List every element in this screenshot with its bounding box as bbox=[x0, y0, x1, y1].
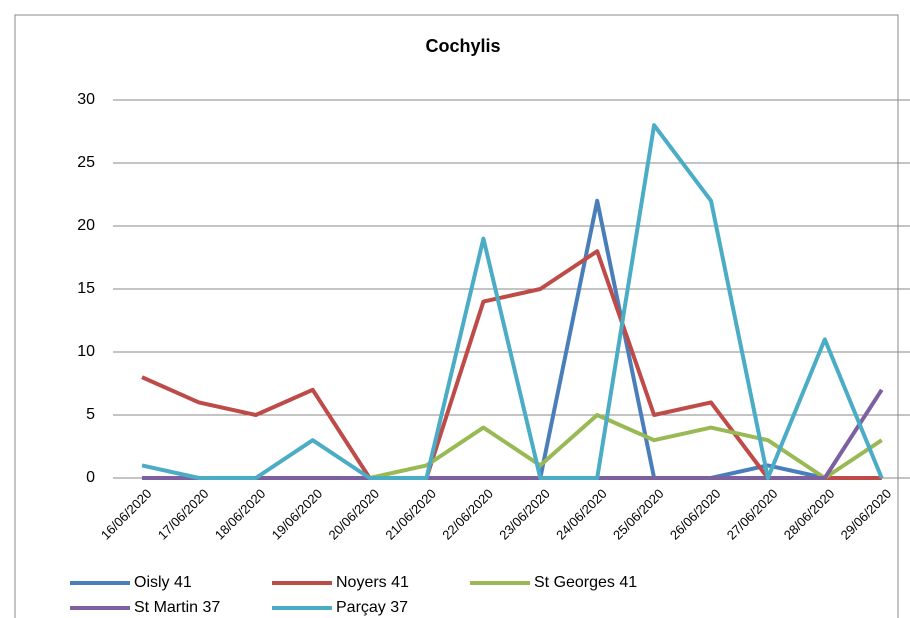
y-tick-label: 30 bbox=[77, 91, 95, 108]
y-tick-label: 20 bbox=[77, 217, 95, 234]
y-tick-label: 0 bbox=[86, 469, 95, 486]
x-tick-label: 25/06/2020 bbox=[610, 486, 667, 543]
legend-label: Parçay 37 bbox=[336, 599, 408, 616]
series-line bbox=[142, 388, 884, 480]
series-line bbox=[142, 198, 882, 480]
chart-frame bbox=[14, 14, 899, 618]
x-tick-label: 20/06/2020 bbox=[326, 486, 383, 543]
x-tick-label: 18/06/2020 bbox=[212, 486, 269, 543]
series-line bbox=[141, 123, 884, 480]
x-tick-label: 17/06/2020 bbox=[155, 486, 212, 543]
y-tick-label: 25 bbox=[77, 154, 95, 171]
chart-title: Cochylis bbox=[425, 36, 500, 56]
legend-label: Oisly 41 bbox=[134, 574, 192, 591]
y-tick-label: 15 bbox=[77, 280, 95, 297]
y-tick-label: 10 bbox=[77, 343, 95, 360]
series-line bbox=[141, 249, 882, 480]
legend-label: Noyers 41 bbox=[336, 574, 409, 591]
x-tick-label: 22/06/2020 bbox=[439, 486, 496, 543]
x-tick-label: 26/06/2020 bbox=[667, 486, 724, 543]
legend-label: St Martin 37 bbox=[134, 599, 220, 616]
x-tick-label: 24/06/2020 bbox=[553, 486, 610, 543]
x-tick-label: 16/06/2020 bbox=[98, 486, 155, 543]
x-tick-label: 21/06/2020 bbox=[382, 486, 439, 543]
x-tick-label: 19/06/2020 bbox=[269, 486, 326, 543]
y-tick-label: 5 bbox=[86, 406, 95, 423]
legend-label: St Georges 41 bbox=[534, 574, 637, 591]
x-tick-label: 23/06/2020 bbox=[496, 486, 553, 543]
x-tick-label: 29/06/2020 bbox=[838, 486, 895, 543]
x-tick-label: 27/06/2020 bbox=[724, 486, 781, 543]
x-tick-label: 28/06/2020 bbox=[781, 486, 838, 543]
